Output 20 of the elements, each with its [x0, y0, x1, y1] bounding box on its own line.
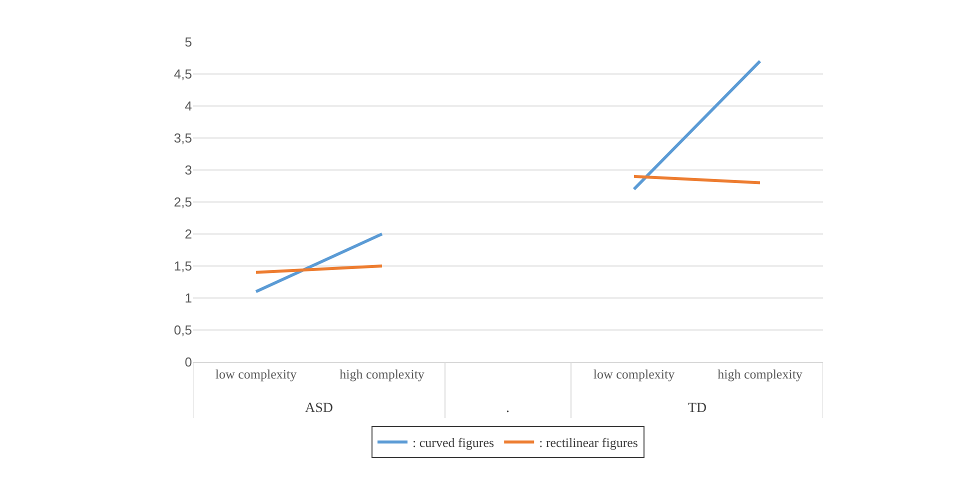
x-tick-label: low complexity [215, 366, 298, 382]
y-tick-label: 0,5 [174, 322, 192, 338]
x-tick-label: low complexity [593, 366, 676, 382]
y-tick-label: 2,5 [174, 194, 192, 210]
y-tick-label: 0 [184, 354, 192, 370]
y-tick-label: 4 [184, 98, 192, 114]
text: ASD [305, 401, 334, 416]
legend-label: : rectilinear figures [539, 435, 638, 450]
y-tick-label: 2 [184, 226, 192, 242]
y-tick-label: 3,5 [174, 130, 192, 146]
y-tick-label: 4,5 [174, 66, 192, 82]
y-tick-label: 3 [184, 162, 192, 178]
y-tick-label: 1 [184, 290, 192, 306]
y-tick-label: 1,5 [174, 258, 192, 274]
x-tick-label: high complexity [340, 366, 425, 382]
x-tick-label: high complexity [718, 366, 803, 382]
legend-label: : curved figures [412, 435, 494, 450]
text: TD [688, 401, 707, 416]
text: . [506, 401, 510, 416]
y-tick-label: 5 [184, 34, 192, 50]
